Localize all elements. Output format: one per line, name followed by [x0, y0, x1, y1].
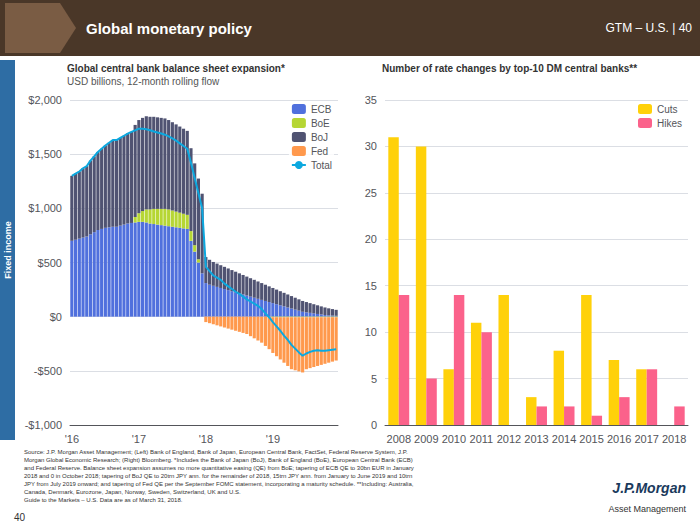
svg-text:Guide to the Markets – U.S. Da: Guide to the Markets – U.S. Data are as …	[24, 497, 183, 503]
svg-text:'19: '19	[266, 433, 280, 445]
svg-text:Canada, Denmark, Eurozone, Jap: Canada, Denmark, Eurozone, Japan, Norway…	[24, 489, 241, 495]
svg-text:2013: 2013	[524, 433, 548, 445]
svg-text:2012: 2012	[497, 433, 521, 445]
svg-text:2014: 2014	[552, 433, 576, 445]
svg-text:Global monetary policy: Global monetary policy	[86, 20, 253, 37]
svg-text:Morgan Global Economic Researc: Morgan Global Economic Research; (Right)…	[24, 457, 413, 463]
svg-text:2018 and 0 in October 2018; ta: 2018 and 0 in October 2018; tapering of …	[24, 473, 412, 479]
svg-text:40: 40	[14, 512, 26, 523]
svg-text:-$1,000: -$1,000	[25, 419, 62, 431]
svg-text:Number of rate changes by top-: Number of rate changes by top-10 DM cent…	[382, 63, 637, 74]
svg-text:Total: Total	[311, 160, 332, 171]
svg-text:and Federal Reserve. Balance s: and Federal Reserve. Balance sheet expan…	[24, 465, 414, 471]
svg-text:5: 5	[371, 373, 377, 385]
svg-text:0: 0	[371, 419, 377, 431]
svg-text:$1,000: $1,000	[28, 202, 62, 214]
svg-text:ECB: ECB	[311, 104, 332, 115]
svg-text:2017: 2017	[634, 433, 658, 445]
svg-text:$2,000: $2,000	[28, 94, 62, 106]
svg-text:2016: 2016	[607, 433, 631, 445]
svg-text:$0: $0	[50, 311, 62, 323]
svg-text:'16: '16	[65, 433, 79, 445]
svg-text:2008: 2008	[387, 433, 411, 445]
svg-text:JPY from July 2019 onward; and: JPY from July 2019 onward; and tapering …	[24, 481, 414, 487]
svg-text:USD billions, 12-month rolling: USD billions, 12-month rolling flow	[67, 76, 220, 87]
svg-text:25: 25	[365, 187, 377, 199]
svg-text:30: 30	[365, 140, 377, 152]
svg-text:-$500: -$500	[34, 365, 62, 377]
svg-text:2011: 2011	[470, 433, 494, 445]
svg-text:BoE: BoE	[311, 118, 330, 129]
svg-text:GTM – U.S. | 40: GTM – U.S. | 40	[606, 21, 693, 35]
svg-text:Hikes: Hikes	[657, 118, 682, 129]
svg-text:$1,500: $1,500	[28, 148, 62, 160]
svg-text:35: 35	[365, 94, 377, 106]
svg-text:Asset Management: Asset Management	[608, 504, 686, 514]
svg-text:2015: 2015	[579, 433, 603, 445]
svg-text:BoJ: BoJ	[311, 132, 328, 143]
svg-text:2009: 2009	[414, 433, 438, 445]
svg-text:$500: $500	[38, 257, 62, 269]
svg-text:'17: '17	[132, 433, 146, 445]
svg-text:Source: J.P. Morgan Asset Mana: Source: J.P. Morgan Asset Management; (L…	[24, 449, 408, 455]
svg-text:Global central bank balance sh: Global central bank balance sheet expans…	[67, 63, 285, 74]
svg-text:J.P.Morgan: J.P.Morgan	[612, 480, 686, 496]
svg-text:2018: 2018	[662, 433, 686, 445]
svg-text:20: 20	[365, 233, 377, 245]
svg-text:10: 10	[365, 326, 377, 338]
svg-text:Fed: Fed	[311, 146, 328, 157]
svg-text:'18: '18	[199, 433, 213, 445]
svg-text:Cuts: Cuts	[657, 104, 678, 115]
svg-text:2010: 2010	[442, 433, 466, 445]
svg-text:Fixed income: Fixed income	[3, 221, 13, 279]
svg-text:15: 15	[365, 280, 377, 292]
